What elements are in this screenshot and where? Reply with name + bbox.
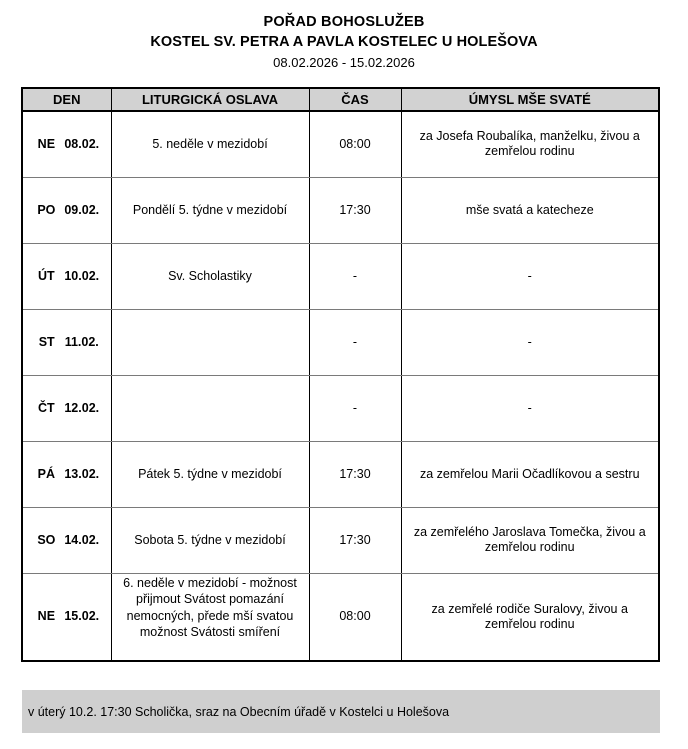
- day-of-week: ÚT: [38, 268, 55, 283]
- table-row: NE 08.02. 5. neděle v mezidobí 08:00 za J…: [21, 110, 660, 178]
- cell-day: ÚT 10.02.: [21, 242, 112, 310]
- day-date: 14.02.: [64, 532, 100, 547]
- cell-intention: za zemřelého Jaroslava Tomečka, živou a …: [400, 506, 660, 574]
- table-row: SO 14.02. Sobota 5. týdne v mezidobí 17:3…: [21, 506, 660, 574]
- column-header-day: DEN: [21, 88, 112, 112]
- day-date: 13.02.: [64, 466, 100, 481]
- day-date: 11.02.: [64, 334, 99, 349]
- cell-day: PÁ 13.02.: [21, 440, 112, 508]
- cell-time: 17:30: [308, 440, 402, 508]
- day-date: 10.02.: [64, 268, 100, 283]
- cell-day: SO 14.02.: [21, 506, 112, 574]
- day-of-week: PO: [37, 202, 56, 217]
- cell-time: 08:00: [308, 572, 402, 662]
- cell-liturgy: Sobota 5. týdne v mezidobí: [110, 506, 310, 574]
- table-header-row: DEN LITURGICKÁ OSLAVA ČAS ÚMYSL MŠE SVAT…: [21, 88, 660, 112]
- cell-day: NE 08.02.: [21, 110, 112, 178]
- cell-liturgy: 5. neděle v mezidobí: [110, 110, 310, 178]
- day-of-week: SO: [37, 532, 56, 547]
- footer-note: v úterý 10.2. 17:30 Scholička, sraz na O…: [22, 690, 660, 733]
- cell-liturgy: [110, 308, 310, 376]
- cell-intention: -: [400, 242, 660, 310]
- cell-time: -: [308, 242, 402, 310]
- column-header-intention: ÚMYSL MŠE SVATÉ: [400, 88, 660, 112]
- cell-liturgy: 6. neděle v mezidobí - možnost přijmout …: [110, 572, 310, 662]
- day-date: 12.02.: [64, 400, 100, 415]
- cell-day: ČT 12.02.: [21, 374, 112, 442]
- cell-time: 17:30: [308, 176, 402, 244]
- cell-time: 08:00: [308, 110, 402, 178]
- column-header-liturgy: LITURGICKÁ OSLAVA: [110, 88, 310, 112]
- cell-day: ST 11.02.: [21, 308, 112, 376]
- cell-intention: za zemřelou Marii Očadlíkovou a sestru: [400, 440, 660, 508]
- table-row: PO 09.02. Pondělí 5. týdne v mezidobí 17:…: [21, 176, 660, 244]
- day-of-week: NE: [37, 136, 56, 151]
- cell-day: PO 09.02.: [21, 176, 112, 244]
- schedule-table-container: DEN LITURGICKÁ OSLAVA ČAS ÚMYSL MŠE SVAT…: [21, 87, 660, 662]
- mass-schedule-table: DEN LITURGICKÁ OSLAVA ČAS ÚMYSL MŠE SVAT…: [21, 87, 660, 662]
- cell-intention: mše svatá a katecheze: [400, 176, 660, 244]
- parish-subtitle: KOSTEL SV. PETRA A PAVLA KOSTELEC U HOLE…: [150, 34, 538, 50]
- table-row: ČT 12.02. - -: [21, 374, 660, 442]
- table-body: NE 08.02. 5. neděle v mezidobí 08:00 za J…: [21, 110, 660, 662]
- cell-time: -: [308, 308, 402, 376]
- day-of-week: ST: [38, 334, 55, 349]
- day-of-week: PÁ: [37, 466, 56, 481]
- day-date: 09.02.: [64, 202, 100, 217]
- table-row: NE 15.02. 6. neděle v mezidobí - možnost …: [21, 572, 660, 662]
- day-of-week: ČT: [38, 400, 55, 415]
- cell-liturgy: Sv. Scholastiky: [110, 242, 310, 310]
- cell-intention: za zemřelé rodiče Suralovy, živou a zemř…: [400, 572, 660, 662]
- table-row: ST 11.02. - -: [21, 308, 660, 376]
- day-of-week: NE: [37, 609, 56, 624]
- cell-liturgy: Pátek 5. týdne v mezidobí: [110, 440, 310, 508]
- cell-intention: -: [400, 374, 660, 442]
- cell-liturgy: [110, 374, 310, 442]
- table-header: DEN LITURGICKÁ OSLAVA ČAS ÚMYSL MŠE SVAT…: [21, 88, 660, 112]
- cell-time: -: [308, 374, 402, 442]
- column-header-time: ČAS: [308, 88, 402, 112]
- day-date: 15.02.: [64, 609, 100, 624]
- cell-time: 17:30: [308, 506, 402, 574]
- cell-liturgy: Pondělí 5. týdne v mezidobí: [110, 176, 310, 244]
- cell-day: NE 15.02.: [21, 572, 112, 662]
- page-title: POŘAD BOHOSLUŽEB: [263, 14, 425, 30]
- date-range: 08.02.2026 - 15.02.2026: [273, 55, 415, 70]
- table-row: PÁ 13.02. Pátek 5. týdne v mezidobí 17:30…: [21, 440, 660, 508]
- cell-intention: za Josefa Roubalíka, manželku, živou a z…: [400, 110, 660, 178]
- table-row: ÚT 10.02. Sv. Scholastiky - -: [21, 242, 660, 310]
- day-date: 08.02.: [64, 136, 100, 151]
- cell-intention: -: [400, 308, 660, 376]
- footer-note-text: v úterý 10.2. 17:30 Scholička, sraz na O…: [28, 704, 450, 719]
- document-header: POŘAD BOHOSLUŽEB KOSTEL SV. PETRA A PAVL…: [0, 13, 688, 73]
